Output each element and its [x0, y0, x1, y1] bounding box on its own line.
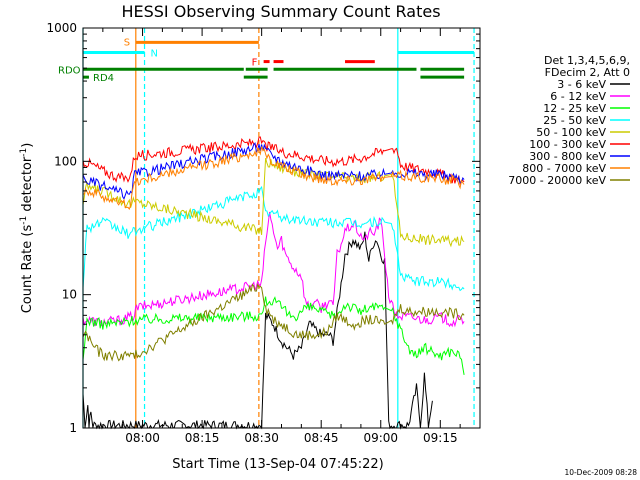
flag-label: S	[124, 37, 130, 48]
y-tick-label: 10	[62, 288, 77, 302]
footer-timestamp: 10-Dec-2009 08:28	[564, 468, 637, 477]
series-line	[82, 211, 465, 328]
x-tick-label: 09:00	[363, 431, 398, 445]
legend-entry-label: 25 - 50 keV	[543, 114, 606, 127]
legend-entry-label: 12 - 25 keV	[543, 102, 606, 115]
plot-area	[83, 28, 480, 428]
y-tick-label: 1	[69, 421, 77, 435]
x-tick-label: 08:15	[185, 431, 220, 445]
legend: Det 1,3,4,5,6,9,FDecim 2, Att 03 - 6 keV…	[508, 54, 630, 187]
y-tick-label: 100	[54, 154, 77, 168]
axis-ticks: 08:00 08:15 08:30 08:45 09:00 09:15 1 10 100 1000	[46, 21, 480, 445]
flag-label: F	[252, 58, 258, 69]
chart-marks: S N F RDO RD4	[58, 28, 475, 430]
series-line	[82, 136, 465, 185]
x-axis-label: Start Time (13-Sep-04 07:45:22)	[172, 457, 383, 472]
y-axis-label: Count Rate (s-1 detector-1)	[19, 143, 35, 314]
flag-label: RDO	[58, 65, 81, 76]
legend-entry-label: 300 - 800 keV	[529, 150, 606, 163]
x-tick-label: 08:30	[244, 431, 279, 445]
legend-header: FDecim 2, Att 0	[545, 66, 630, 79]
legend-header: Det 1,3,4,5,6,9,	[544, 54, 630, 67]
series-line	[82, 231, 433, 430]
flag-label: N	[151, 49, 158, 60]
legend-entry-label: 100 - 300 keV	[529, 138, 606, 151]
x-tick-label: 08:00	[125, 431, 160, 445]
chart-title: HESSI Observing Summary Count Rates	[121, 2, 440, 21]
flag-label: RD4	[93, 73, 114, 84]
x-tick-label: 08:45	[304, 431, 339, 445]
legend-entry-label: 800 - 7000 keV	[522, 162, 606, 175]
legend-entry-label: 7000 - 20000 keV	[508, 174, 606, 187]
legend-entry-label: 3 - 6 keV	[557, 78, 606, 91]
x-tick-label: 09:15	[423, 431, 458, 445]
legend-entry-label: 50 - 100 keV	[536, 126, 606, 139]
series-line	[82, 142, 465, 200]
legend-entry-label: 6 - 12 keV	[550, 90, 606, 103]
series-line	[82, 185, 465, 292]
y-tick-label: 1000	[46, 21, 77, 35]
series-line	[82, 282, 465, 362]
series-line	[82, 146, 465, 210]
series-line	[82, 157, 465, 248]
series-line	[82, 296, 465, 375]
